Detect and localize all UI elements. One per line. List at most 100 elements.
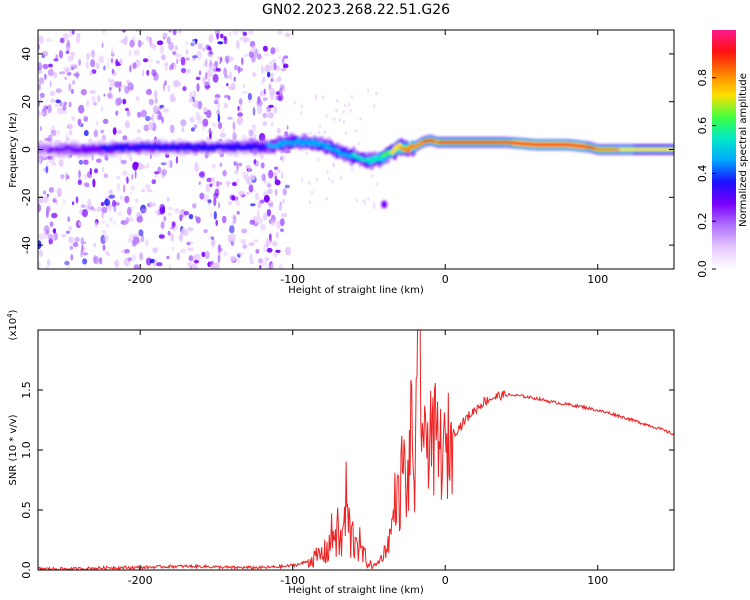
noise-speckle [122, 30, 126, 33]
colorbar-gradient [712, 30, 736, 269]
noise-speckle [275, 231, 279, 239]
noise-speckle [349, 108, 352, 113]
noise-speckle [178, 30, 182, 34]
noise-speckle [120, 159, 127, 165]
noise-speckle [222, 169, 227, 177]
noise-speckle [205, 58, 208, 68]
noise-speckle [93, 129, 99, 138]
noise-speckle [344, 103, 347, 108]
noise-speckle [82, 258, 88, 265]
noise-speckle [102, 236, 110, 242]
noise-speckle [355, 198, 359, 203]
noise-speckle [45, 165, 48, 174]
noise-speckle [140, 165, 147, 169]
colorbar-tick-label: 0.0 [696, 260, 709, 278]
noise-speckle [43, 230, 48, 239]
noise-speckle [188, 213, 194, 220]
noise-speckle [63, 66, 70, 72]
noise-speckle [61, 233, 67, 238]
noise-speckle [127, 257, 133, 262]
noise-speckle [242, 90, 248, 95]
noise-speckle [130, 185, 136, 191]
noise-speckle [217, 55, 220, 60]
noise-speckle [64, 76, 67, 80]
snr-plot-area [38, 330, 674, 570]
noise-speckle [71, 30, 75, 35]
noise-speckle [211, 122, 218, 127]
noise-speckle [159, 46, 164, 54]
noise-speckle [228, 56, 234, 62]
noise-speckle [246, 191, 250, 196]
noise-speckle [65, 132, 68, 140]
noise-speckle [209, 183, 213, 187]
trace-blob-isolated [381, 200, 388, 209]
noise-speckle [56, 129, 60, 136]
noise-speckle [348, 102, 351, 107]
noise-speckle [207, 202, 211, 207]
noise-speckle [216, 180, 220, 187]
noise-speckle [299, 110, 303, 115]
noise-speckle [262, 112, 267, 119]
noise-speckle [83, 130, 89, 137]
noise-speckle [131, 173, 134, 180]
noise-speckle [151, 113, 155, 122]
noise-speckle [112, 127, 117, 135]
noise-speckle [278, 204, 283, 211]
colorbar-ticks: 0.0 0.2 0.4 0.6 0.8 [696, 69, 716, 278]
noise-speckle [68, 101, 72, 108]
noise-speckle [241, 171, 248, 178]
noise-speckle [108, 189, 113, 195]
noise-speckle [192, 57, 196, 62]
noise-speckle [52, 228, 57, 234]
noise-speckle [229, 225, 235, 234]
noise-speckle [137, 111, 142, 118]
noise-speckle [38, 83, 41, 91]
noise-speckle [181, 227, 186, 236]
trace-blob-layer-3 [101, 144, 107, 149]
noise-speckle [276, 128, 281, 134]
colorbar: 0.0 0.2 0.4 0.6 0.8 Normalized spectral ampl… [696, 30, 749, 278]
noise-speckle [270, 262, 274, 269]
noise-speckle [249, 219, 255, 225]
noise-speckle [101, 134, 106, 142]
noise-speckle [152, 247, 158, 254]
noise-speckle [256, 105, 263, 115]
noise-speckle [237, 256, 241, 264]
noise-speckle [236, 119, 243, 126]
noise-speckle [278, 263, 284, 269]
noise-speckle [248, 99, 251, 104]
noise-speckle [75, 35, 81, 44]
noise-speckle [274, 179, 281, 186]
noise-speckle [236, 40, 240, 49]
noise-speckle [274, 166, 279, 170]
noise-speckle [130, 205, 134, 211]
noise-speckle [214, 60, 219, 68]
noise-speckle [129, 39, 135, 48]
noise-speckle [280, 228, 284, 232]
noise-speckle [43, 190, 46, 195]
noise-speckle [211, 264, 216, 269]
noise-speckle [38, 77, 45, 85]
x-tick-label: 100 [587, 273, 608, 286]
noise-speckle [300, 104, 303, 108]
noise-speckle [371, 174, 374, 178]
noise-speckle [126, 176, 129, 184]
noise-speckle [82, 241, 87, 245]
noise-speckle [39, 126, 42, 131]
noise-speckle [276, 220, 281, 230]
noise-speckle [83, 116, 89, 122]
noise-speckle [85, 204, 92, 211]
noise-speckle [272, 240, 278, 247]
noise-speckle [135, 96, 140, 101]
noise-speckle [38, 35, 44, 44]
noise-speckle [101, 212, 105, 219]
noise-speckle [62, 104, 67, 112]
noise-speckle [166, 255, 170, 260]
noise-speckle [180, 248, 186, 254]
y-tick-label: 0.0 [20, 561, 33, 579]
noise-speckle [249, 260, 254, 264]
noise-speckle [260, 162, 265, 169]
noise-speckle [275, 91, 280, 95]
noise-speckle [120, 194, 123, 201]
